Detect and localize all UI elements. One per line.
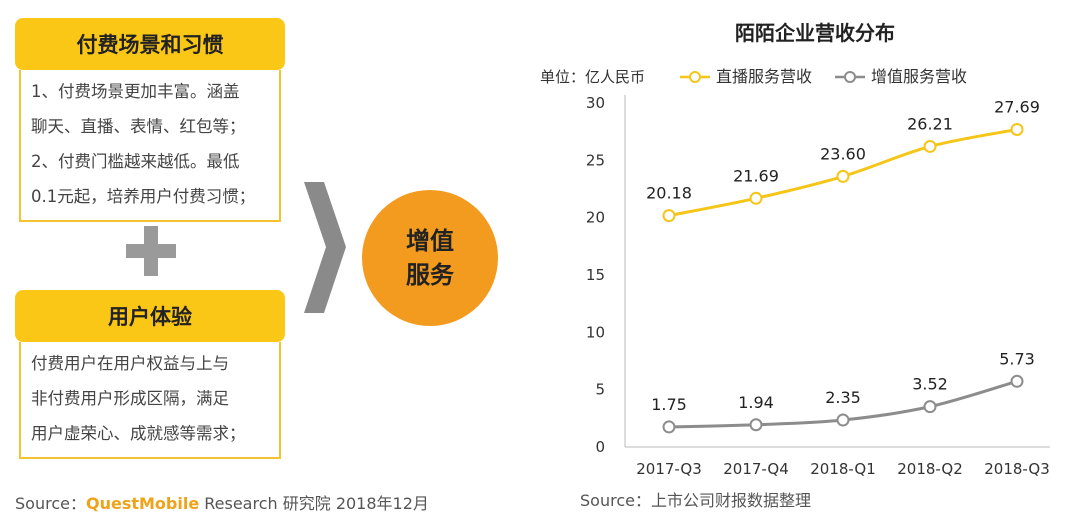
y-tick-label: 30 bbox=[586, 94, 605, 112]
source-brand: QuestMobile bbox=[85, 494, 200, 513]
data-point bbox=[749, 418, 763, 432]
data-label: 26.21 bbox=[907, 114, 953, 133]
data-point bbox=[1010, 122, 1024, 136]
source-prefix: Source： bbox=[15, 494, 86, 513]
plus-icon bbox=[126, 226, 176, 276]
data-point bbox=[836, 413, 850, 427]
x-tick-label: 2018-Q1 bbox=[810, 460, 876, 478]
legend-marker bbox=[689, 71, 701, 83]
card-line: 非付费用户形成区隔，满足 bbox=[31, 389, 229, 408]
y-tick-label: 5 bbox=[595, 381, 605, 399]
data-point bbox=[923, 139, 937, 153]
data-point bbox=[1010, 374, 1024, 388]
chevron-right-icon bbox=[304, 182, 346, 313]
card-line: 1、付费场景更加丰富。涵盖 bbox=[31, 82, 240, 101]
card-line: 聊天、直播、表情、红包等； bbox=[31, 117, 246, 136]
legend-label: 直播服务营收 bbox=[716, 67, 812, 86]
card-user-experience: 用户体验 付费用户在用户权益与上与 非付费用户形成区隔，满足 用户虚荣心、成就感… bbox=[15, 290, 285, 459]
axes: 0 5 10 15 20 25 30 2017-Q3 2017-Q4 2018-Q1 2018-Q2… bbox=[586, 94, 1050, 478]
data-label: 20.18 bbox=[646, 184, 692, 203]
data-point bbox=[836, 169, 850, 183]
legend-label: 增值服务营收 bbox=[871, 67, 967, 86]
card-line: 2、付费门槛越来越低。最低 bbox=[31, 152, 240, 171]
card-body: 付费用户在用户权益与上与 非付费用户形成区隔，满足 用户虚荣心、成就感等需求； bbox=[19, 342, 281, 459]
data-label: 23.60 bbox=[820, 144, 866, 163]
data-point bbox=[749, 191, 763, 205]
series-group: 20.18 21.69 23.60 26.21 27.69 1.75 1.94 2.35 3.5… bbox=[646, 97, 1040, 434]
source-left: Source：QuestMobile Research 研究院 2018年12月 bbox=[15, 490, 429, 514]
chart-title: 陌陌企业营收分布 bbox=[735, 21, 895, 45]
legend: 直播服务营收 增值服务营收 bbox=[680, 67, 967, 86]
x-tick-label: 2017-Q3 bbox=[636, 460, 702, 478]
source-suffix: Research 研究院 2018年12月 bbox=[199, 494, 429, 513]
data-label: 1.94 bbox=[738, 393, 774, 412]
card-title: 用户体验 bbox=[15, 290, 285, 342]
y-tick-label: 15 bbox=[586, 266, 605, 284]
unit-label: 单位：亿人民币 bbox=[540, 68, 645, 86]
y-tick-label: 25 bbox=[586, 151, 605, 169]
card-payment-habits: 付费场景和习惯 1、付费场景更加丰富。涵盖 聊天、直播、表情、红包等； 2、付费… bbox=[15, 18, 285, 222]
x-tick-label: 2018-Q2 bbox=[897, 460, 963, 478]
data-label: 5.73 bbox=[999, 349, 1035, 368]
y-tick-label: 0 bbox=[595, 438, 605, 456]
value-added-service-circle: 增值 服务 bbox=[362, 190, 498, 326]
y-tick-label: 20 bbox=[586, 209, 605, 227]
data-point bbox=[662, 209, 676, 223]
y-tick-label: 10 bbox=[586, 323, 605, 341]
circle-line: 增值 bbox=[406, 227, 454, 255]
data-label: 2.35 bbox=[825, 388, 861, 407]
data-label: 21.69 bbox=[733, 166, 779, 185]
card-line: 0.1元起，培养用户付费习惯； bbox=[31, 187, 256, 206]
revenue-line-chart: 陌陌企业营收分布 单位：亿人民币 直播服务营收 增值服务营收 0 5 10 15 20 25… bbox=[540, 21, 1050, 510]
data-label: 27.69 bbox=[994, 97, 1040, 116]
data-label: 3.52 bbox=[912, 375, 948, 394]
x-tick-label: 2018-Q3 bbox=[984, 460, 1050, 478]
data-point bbox=[923, 400, 937, 414]
x-tick-label: 2017-Q4 bbox=[723, 460, 789, 478]
data-point bbox=[662, 420, 676, 434]
card-body: 1、付费场景更加丰富。涵盖 聊天、直播、表情、红包等； 2、付费门槛越来越低。最… bbox=[19, 70, 281, 222]
chart-source: Source：上市公司财报数据整理 bbox=[580, 491, 811, 510]
card-title: 付费场景和习惯 bbox=[15, 18, 285, 70]
card-line: 用户虚荣心、成就感等需求； bbox=[31, 424, 246, 443]
data-label: 1.75 bbox=[651, 395, 687, 414]
circle-line: 服务 bbox=[406, 261, 454, 289]
legend-marker bbox=[844, 71, 856, 83]
card-line: 付费用户在用户权益与上与 bbox=[31, 354, 229, 373]
